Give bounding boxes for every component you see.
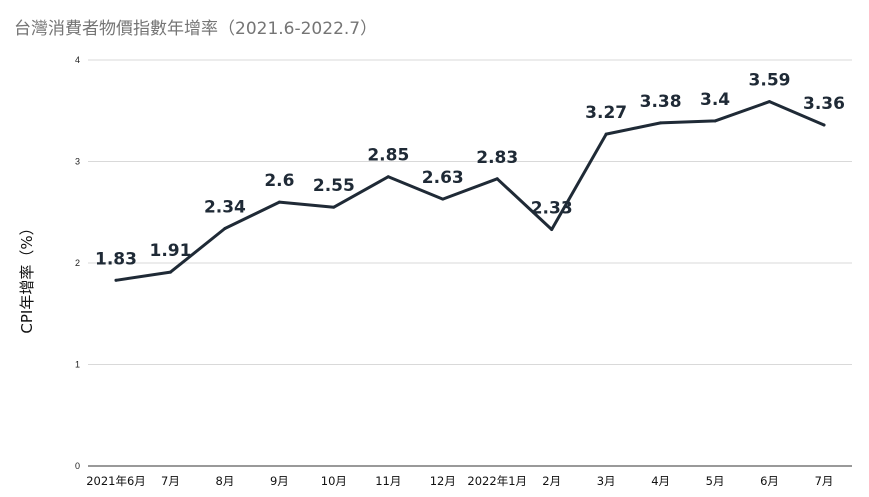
- x-tick-label: 4月: [651, 474, 670, 488]
- data-point: [332, 205, 336, 209]
- data-point: [168, 270, 172, 274]
- x-tick-label: 8月: [216, 474, 235, 488]
- x-tick-label: 9月: [270, 474, 289, 488]
- data-label: 3.27: [585, 103, 627, 123]
- x-tick-label: 5月: [706, 474, 725, 488]
- data-point: [659, 121, 663, 125]
- x-tick-label: 7月: [815, 474, 834, 488]
- data-label: 2.63: [422, 168, 464, 188]
- data-point: [713, 119, 717, 123]
- y-axis-label: CPI年增率（%）: [18, 220, 36, 333]
- x-tick-label: 7月: [161, 474, 180, 488]
- x-tick-label: 2021年6月: [86, 474, 146, 488]
- gridlines: [88, 59, 852, 365]
- data-label: 2.6: [264, 171, 294, 191]
- series-line: [114, 100, 826, 282]
- data-label: 2.33: [531, 199, 573, 219]
- y-tick-label: 3: [75, 157, 80, 167]
- x-tick-label: 11月: [375, 474, 401, 488]
- data-label: 2.85: [367, 146, 409, 166]
- data-label: 1.83: [95, 249, 137, 269]
- data-point: [223, 226, 227, 230]
- chart-title: 台灣消費者物價指數年增率（2021.6-2022.7）: [14, 19, 378, 39]
- y-tick-label: 0: [75, 461, 80, 471]
- data-point: [768, 100, 772, 104]
- x-axis-ticks: 2021年6月 7月 8月 9月 10月 11月 12月 2022年1月 2月 3月 4月 5月 6月 7…: [86, 474, 833, 488]
- y-tick-label: 2: [75, 258, 80, 268]
- data-point: [386, 175, 390, 179]
- data-label: 3.59: [749, 71, 791, 91]
- data-label: 2.55: [313, 176, 355, 196]
- data-label: 1.91: [149, 241, 191, 261]
- x-tick-label: 12月: [430, 474, 456, 488]
- y-tick-label: 1: [75, 360, 80, 370]
- x-tick-label: 6月: [760, 474, 779, 488]
- data-point: [604, 132, 608, 136]
- data-points: [114, 100, 826, 282]
- y-tick-label: 4: [75, 55, 80, 65]
- y-axis-ticks: 0 1 2 3 4: [75, 55, 80, 471]
- data-label: 2.83: [476, 148, 518, 168]
- data-label: 2.34: [204, 197, 246, 217]
- x-tick-label: 10月: [321, 474, 347, 488]
- data-point: [114, 278, 118, 282]
- data-point: [441, 197, 445, 201]
- data-point: [495, 177, 499, 181]
- data-point: [550, 228, 554, 232]
- data-point: [822, 123, 826, 127]
- data-labels: 1.83 1.91 2.34 2.6 2.55 2.85 2.63 2.83 2.33 3.27 3…: [95, 71, 845, 270]
- data-label: 3.4: [700, 90, 730, 110]
- data-label: 3.38: [640, 92, 682, 112]
- x-tick-label: 2月: [542, 474, 561, 488]
- data-point: [277, 200, 281, 204]
- x-tick-label: 3月: [597, 474, 616, 488]
- x-tick-label: 2022年1月: [467, 474, 527, 488]
- data-label: 3.36: [803, 94, 845, 114]
